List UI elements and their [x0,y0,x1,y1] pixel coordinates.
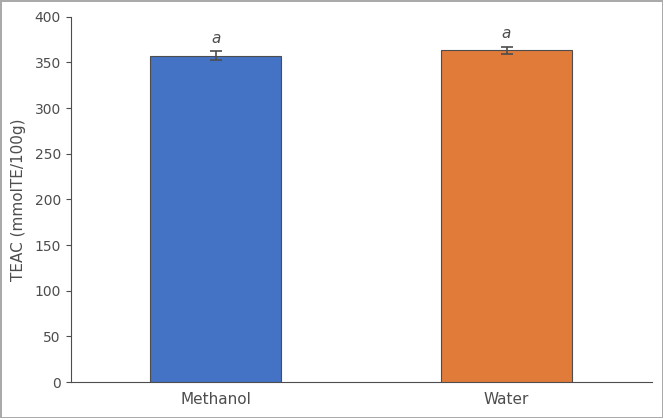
Y-axis label: TEAC (mmolTE/100g): TEAC (mmolTE/100g) [11,118,26,280]
Bar [441,51,572,382]
Bar [151,56,281,382]
Text: a: a [211,31,221,46]
Text: a: a [502,26,511,41]
